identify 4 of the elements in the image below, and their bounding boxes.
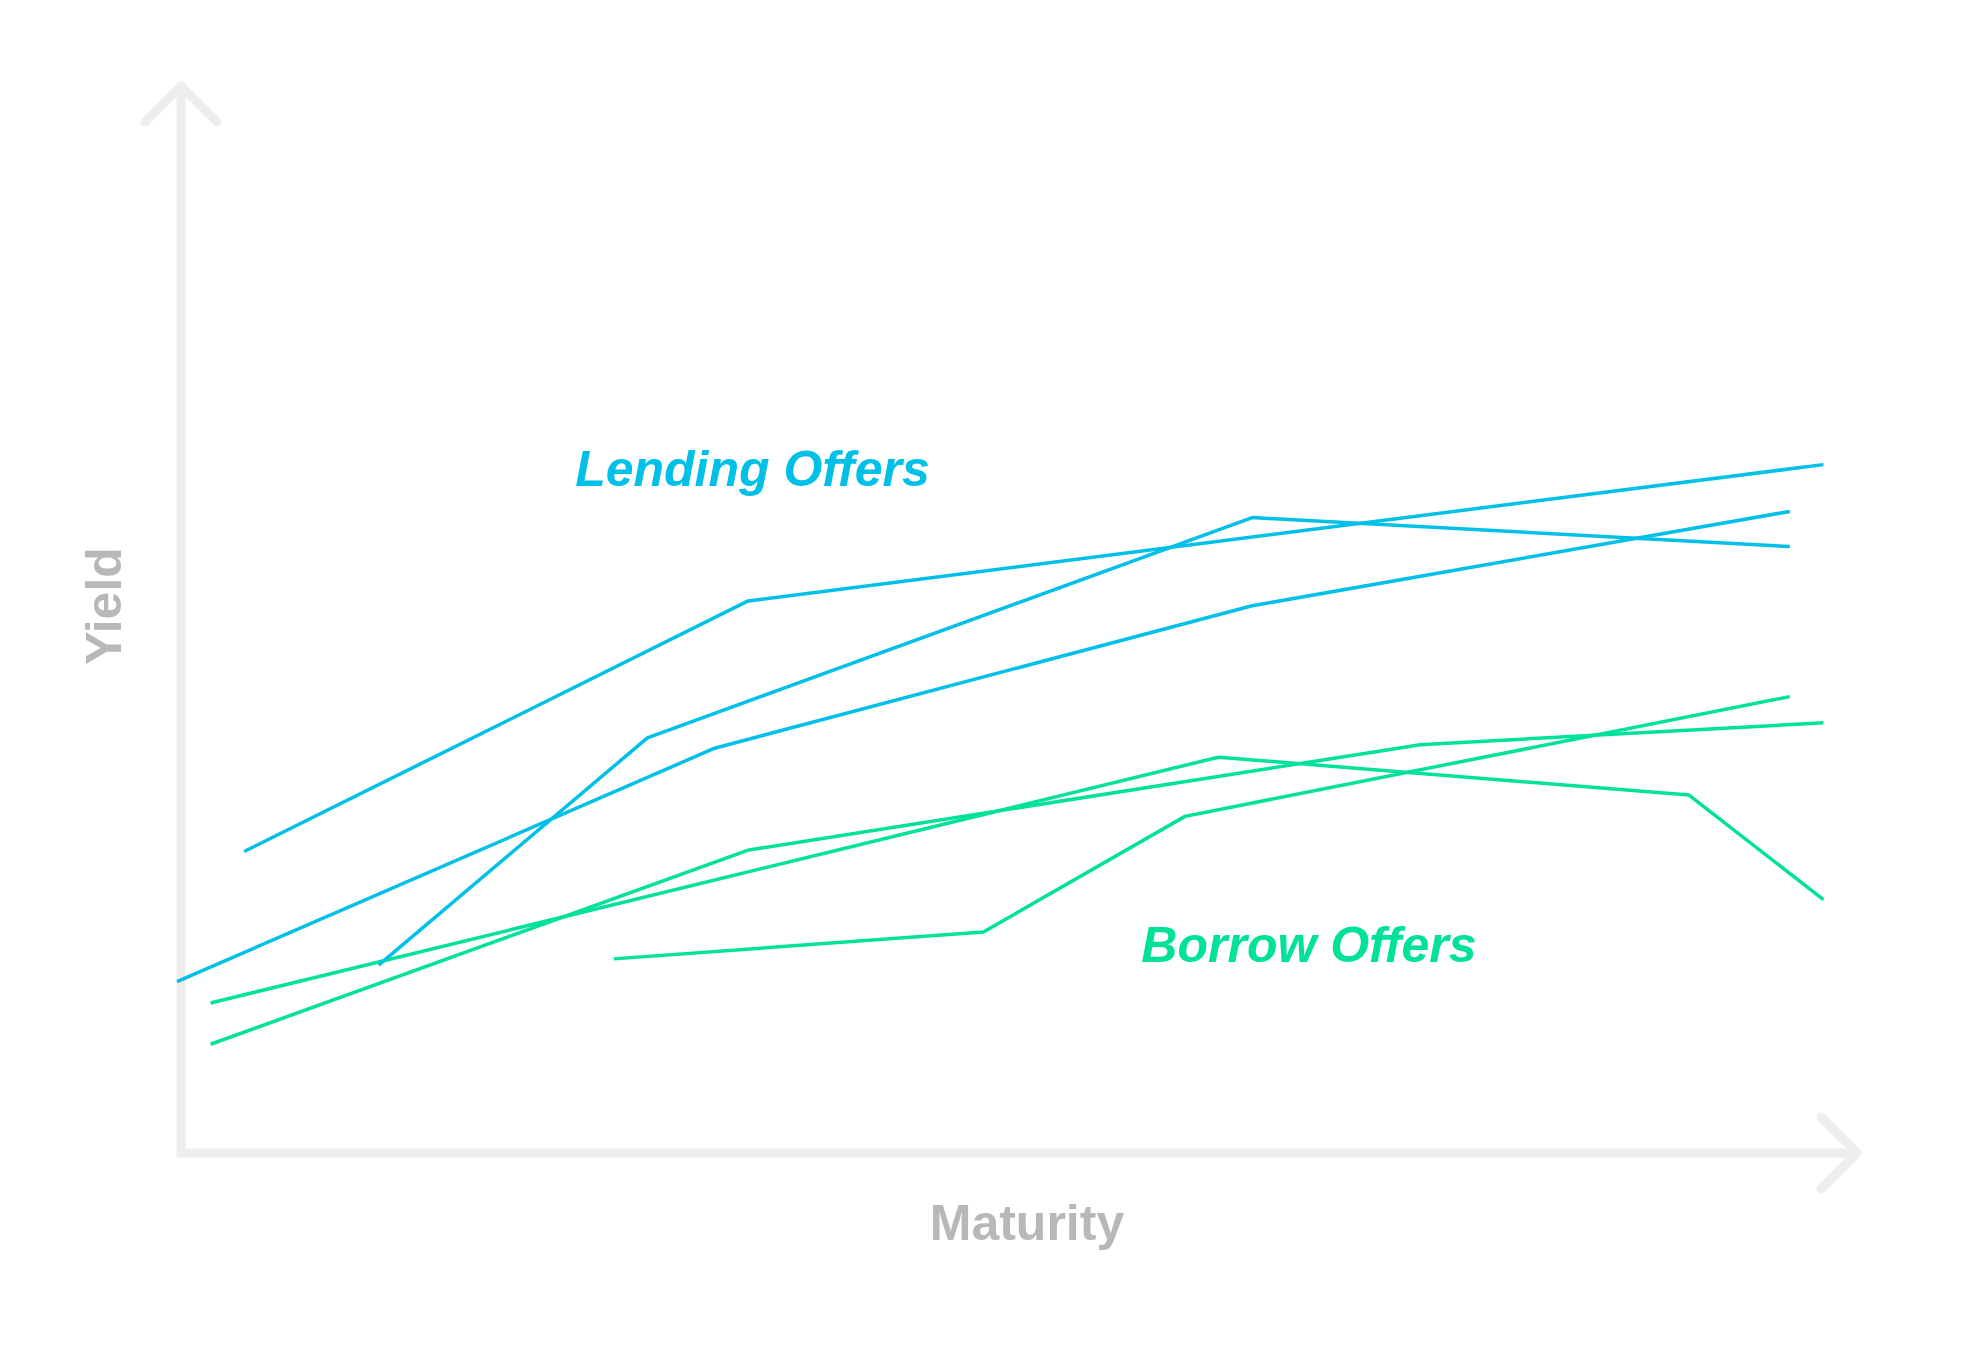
annotation: Borrow Offers [1141, 916, 1477, 973]
y-axis-title: Yield [75, 547, 132, 665]
x-axis-title: Maturity [929, 1194, 1125, 1251]
annotation: Lending Offers [575, 440, 930, 497]
